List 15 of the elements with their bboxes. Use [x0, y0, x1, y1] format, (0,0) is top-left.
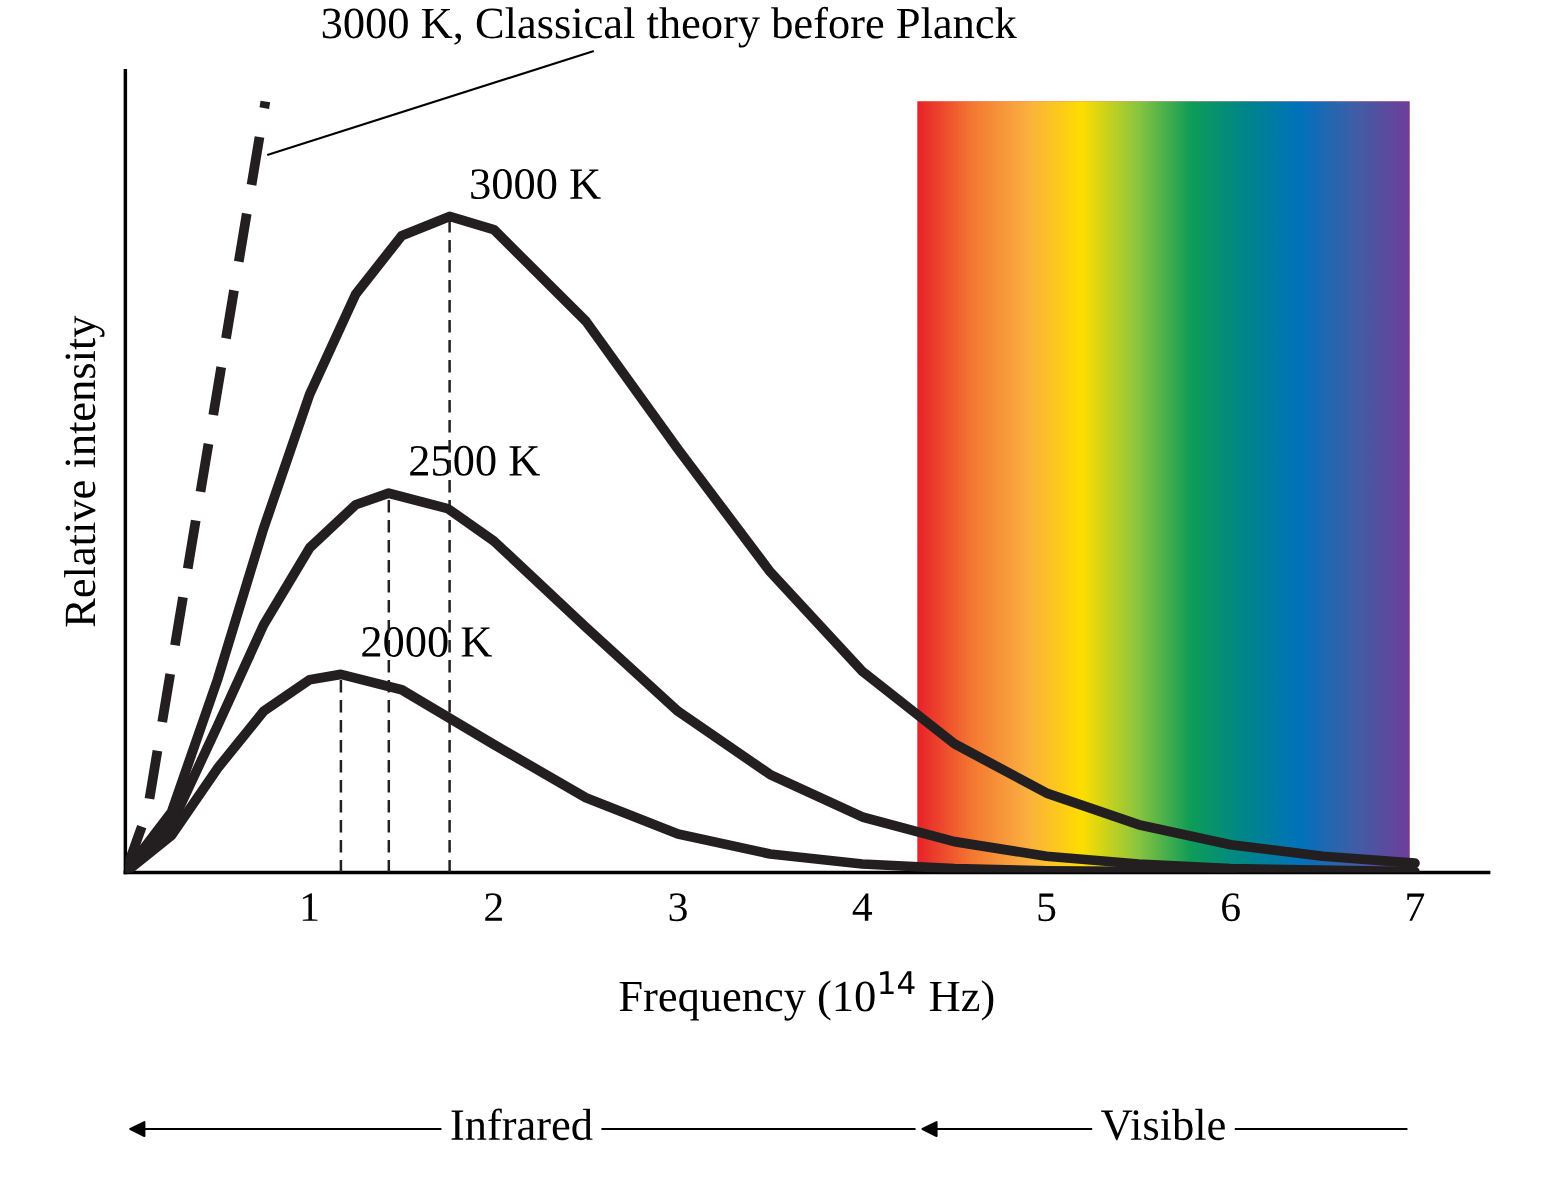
y-axis-title: Relative intensity: [64, 315, 105, 627]
series-label: 3000 K: [471, 169, 601, 200]
x-tick-label: 1: [302, 893, 318, 921]
x-tick-label: 7: [1407, 893, 1425, 921]
text: Visible: [1101, 1108, 1225, 1141]
x-tick-label: 6: [1222, 893, 1240, 922]
x-tick-label: 3: [669, 893, 687, 922]
series-label: 3000 K, Classical theory before Planck: [322, 6, 1017, 48]
x-tick-label: 5: [1038, 893, 1056, 922]
x-axis-title: Frequency (10$^{14}$ Hz): [619, 971, 994, 1021]
series-label: 2500 K: [410, 445, 540, 476]
x-tick-label: 4: [852, 893, 873, 921]
series-label: 2000 K: [362, 626, 492, 657]
text: Infrared: [451, 1108, 593, 1141]
x-tick-label: 2: [485, 893, 502, 921]
